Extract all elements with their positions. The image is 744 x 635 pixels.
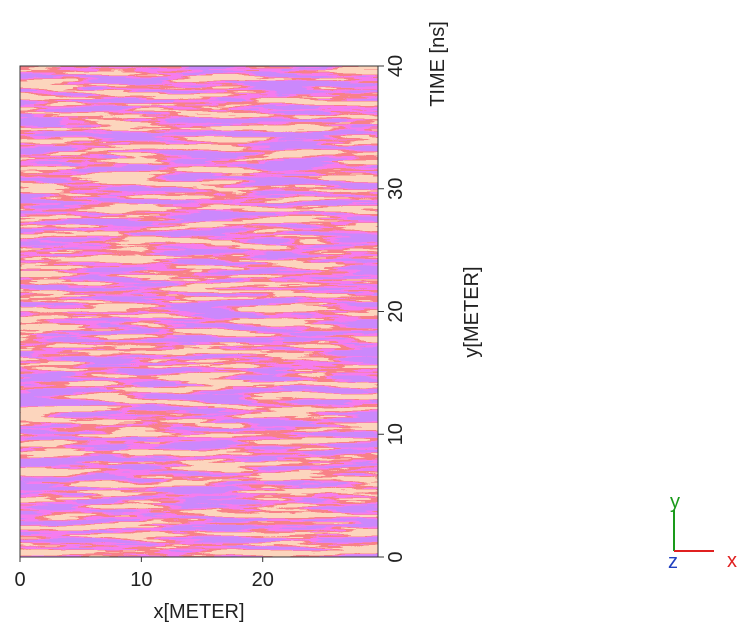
y-axis-label: y[METER] bbox=[461, 266, 483, 357]
x-tick-label: 0 bbox=[14, 569, 25, 591]
y-tick-label: 40 bbox=[385, 55, 407, 77]
y-tick-label: 20 bbox=[385, 300, 407, 322]
y-indicator: y bbox=[670, 491, 680, 513]
y-tick-label: 10 bbox=[385, 423, 407, 445]
x-tick-label: 10 bbox=[130, 569, 152, 591]
x-indicator: x bbox=[727, 550, 737, 572]
x-tick-label: 20 bbox=[252, 569, 274, 591]
time-label: TIME [ns] bbox=[427, 21, 449, 107]
radar-slice bbox=[20, 66, 378, 557]
y-tick-label: 0 bbox=[385, 551, 407, 562]
axis-indicator: y x z bbox=[668, 491, 737, 573]
z-indicator: z bbox=[668, 551, 678, 573]
x-axis-label: x[METER] bbox=[153, 601, 244, 623]
y-tick-label: 30 bbox=[385, 178, 407, 200]
